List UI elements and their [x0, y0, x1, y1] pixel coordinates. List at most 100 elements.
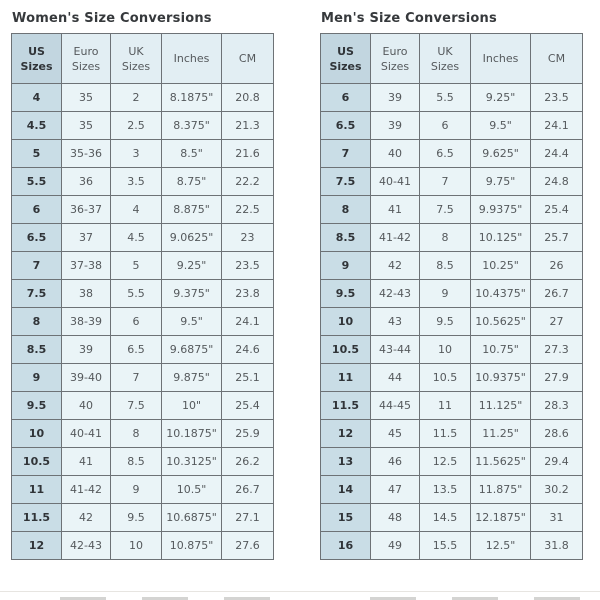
us-size-cell: 9.5	[11, 391, 62, 420]
value-cell: 3	[110, 139, 162, 168]
value-cell: 9.5	[419, 307, 471, 336]
mens-conversion-table: US Sizes Euro Sizes UK Sizes Inches CM 6 39 5.5…	[320, 33, 583, 560]
us-size-cell: 9.5	[320, 279, 371, 308]
value-cell: 42-43	[61, 531, 111, 560]
value-cell: 7.5	[419, 195, 471, 224]
value-cell: 24.6	[221, 335, 274, 364]
womens-conversion-table: US Sizes Euro Sizes UK Sizes Inches CM 4 35 2 8.…	[11, 33, 274, 560]
value-cell: 41-42	[370, 223, 420, 252]
value-cell: 39	[370, 83, 420, 112]
value-cell: 11.875"	[470, 475, 531, 504]
table-row: 9 39-40 7 9.875" 25.1	[11, 363, 274, 392]
value-cell: 7	[110, 363, 162, 392]
value-cell: 6	[419, 111, 471, 140]
value-cell: 43-44	[370, 335, 420, 364]
us-size-cell: 6	[320, 83, 371, 112]
cutoff-next-section-fragment	[370, 597, 416, 600]
us-size-cell: 9	[320, 251, 371, 280]
us-size-cell: 15	[320, 503, 371, 532]
table-row: 5.5 36 3.5 8.75" 22.2	[11, 167, 274, 196]
value-cell: 9.25"	[470, 83, 531, 112]
value-cell: 9.375"	[161, 279, 222, 308]
table-row: 9 42 8.5 10.25" 26	[320, 251, 583, 280]
value-cell: 40	[61, 391, 111, 420]
header-row: US Sizes Euro Sizes UK Sizes Inches CM	[11, 33, 274, 84]
value-cell: 38-39	[61, 307, 111, 336]
header-row: US Sizes Euro Sizes UK Sizes Inches CM	[320, 33, 583, 84]
table-row: 10.5 41 8.5 10.3125" 26.2	[11, 447, 274, 476]
value-cell: 15.5	[419, 531, 471, 560]
value-cell: 5.5	[419, 83, 471, 112]
us-size-cell: 16	[320, 531, 371, 560]
value-cell: 38	[61, 279, 111, 308]
value-cell: 25.4	[530, 195, 583, 224]
value-cell: 44	[370, 363, 420, 392]
column-header-cm: CM	[530, 33, 583, 84]
value-cell: 24.1	[530, 111, 583, 140]
value-cell: 8.75"	[161, 167, 222, 196]
value-cell: 10.5625"	[470, 307, 531, 336]
value-cell: 26.7	[221, 475, 274, 504]
value-cell: 8.1875"	[161, 83, 222, 112]
value-cell: 27.3	[530, 335, 583, 364]
value-cell: 11.5	[419, 419, 471, 448]
bottom-divider	[0, 591, 600, 592]
table-row: 11.5 42 9.5 10.6875" 27.1	[11, 503, 274, 532]
us-size-cell: 14	[320, 475, 371, 504]
value-cell: 10.1875"	[161, 419, 222, 448]
value-cell: 35	[61, 83, 111, 112]
value-cell: 39	[61, 335, 111, 364]
value-cell: 28.6	[530, 419, 583, 448]
value-cell: 10	[110, 531, 162, 560]
us-size-cell: 4	[11, 83, 62, 112]
us-size-cell: 10	[320, 307, 371, 336]
value-cell: 44-45	[370, 391, 420, 420]
value-cell: 4.5	[110, 223, 162, 252]
value-cell: 36	[61, 167, 111, 196]
value-cell: 14.5	[419, 503, 471, 532]
value-cell: 24.8	[530, 167, 583, 196]
value-cell: 10.9375"	[470, 363, 531, 392]
value-cell: 31.8	[530, 531, 583, 560]
value-cell: 30.2	[530, 475, 583, 504]
value-cell: 10.6875"	[161, 503, 222, 532]
cutoff-next-section-fragment	[142, 597, 188, 600]
value-cell: 41	[61, 447, 111, 476]
value-cell: 42	[370, 251, 420, 280]
table-row: 8 38-39 6 9.5" 24.1	[11, 307, 274, 336]
value-cell: 10.75"	[470, 335, 531, 364]
us-size-cell: 5.5	[11, 167, 62, 196]
value-cell: 26.2	[221, 447, 274, 476]
us-size-cell: 4.5	[11, 111, 62, 140]
table-row: 10 43 9.5 10.5625" 27	[320, 307, 583, 336]
value-cell: 25.1	[221, 363, 274, 392]
value-cell: 8.5"	[161, 139, 222, 168]
column-header-inches: Inches	[161, 33, 222, 84]
value-cell: 7.5	[110, 391, 162, 420]
value-cell: 36-37	[61, 195, 111, 224]
us-size-cell: 9	[11, 363, 62, 392]
value-cell: 25.9	[221, 419, 274, 448]
mens-size-section: Men's Size Conversions US Sizes Euro Size…	[320, 12, 588, 560]
table-row: 6.5 37 4.5 9.0625" 23	[11, 223, 274, 252]
table-row: 14 47 13.5 11.875" 30.2	[320, 475, 583, 504]
value-cell: 2	[110, 83, 162, 112]
value-cell: 9.5"	[470, 111, 531, 140]
cutoff-next-section-fragment	[534, 597, 580, 600]
value-cell: 10"	[161, 391, 222, 420]
us-size-cell: 6.5	[320, 111, 371, 140]
us-size-cell: 7	[320, 139, 371, 168]
value-cell: 6	[110, 307, 162, 336]
table-row: 7 37-38 5 9.25" 23.5	[11, 251, 274, 280]
table-row: 10.5 43-44 10 10.75" 27.3	[320, 335, 583, 364]
value-cell: 27.1	[221, 503, 274, 532]
table-row: 11 44 10.5 10.9375" 27.9	[320, 363, 583, 392]
value-cell: 8.5	[419, 251, 471, 280]
value-cell: 39-40	[61, 363, 111, 392]
value-cell: 28.3	[530, 391, 583, 420]
value-cell: 11.25"	[470, 419, 531, 448]
value-cell: 10.5	[419, 363, 471, 392]
us-size-cell: 5	[11, 139, 62, 168]
us-size-cell: 13	[320, 447, 371, 476]
value-cell: 41-42	[61, 475, 111, 504]
